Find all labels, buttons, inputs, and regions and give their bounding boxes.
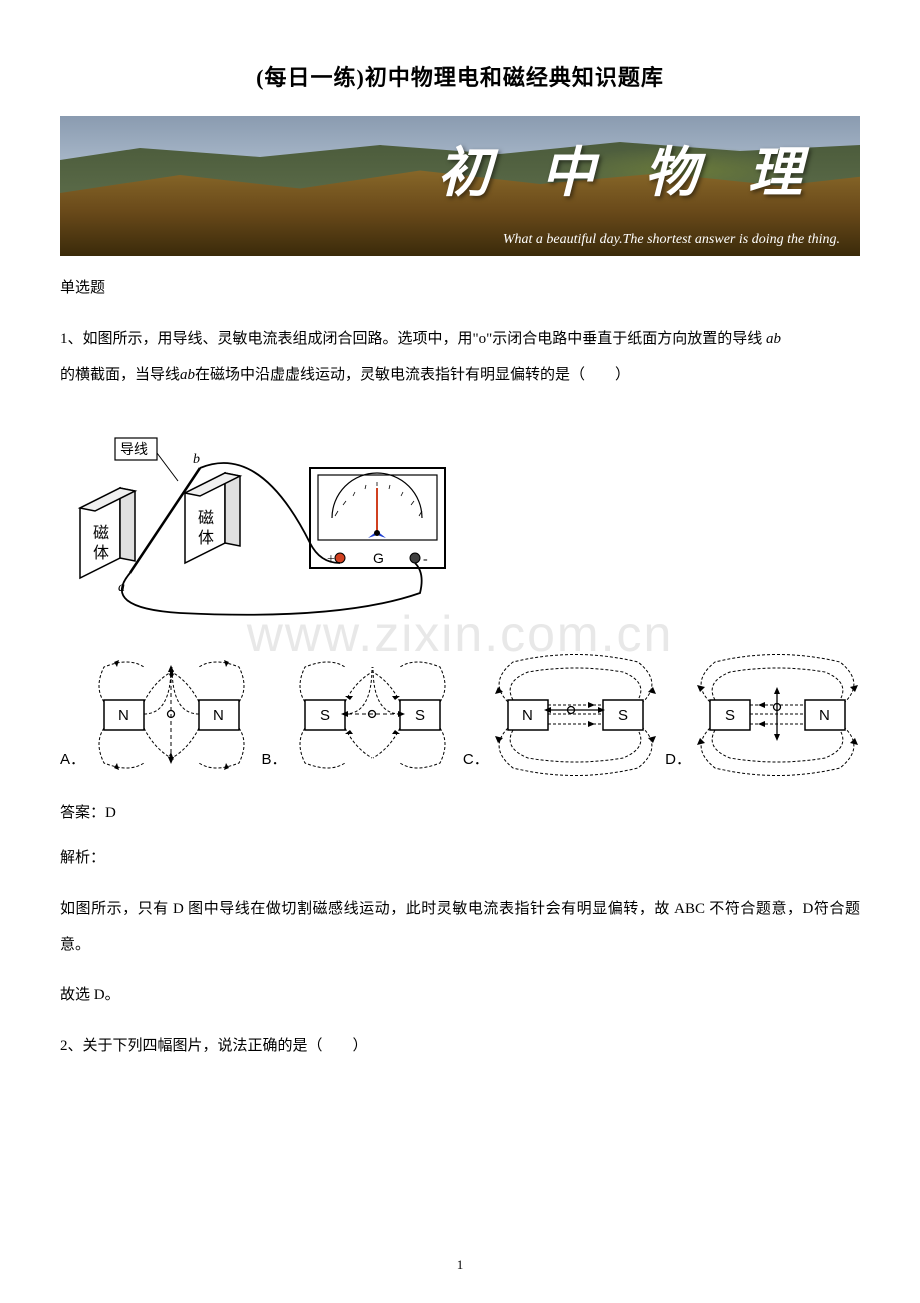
analysis-text: 如图所示，只有 D 图中导线在做切割磁感线运动，此时灵敏电流表指针会有明显偏转，…: [60, 891, 860, 963]
banner-text-english: What a beautiful day.The shortest answer…: [503, 232, 840, 248]
svg-text:体: 体: [93, 544, 109, 562]
magnet-label-left: 磁: [93, 524, 109, 542]
conclusion-text: 故选 D。: [60, 983, 860, 1004]
q1-italic-ab-2: ab: [180, 367, 195, 383]
option-c-diagram: N S: [493, 652, 658, 777]
option-c-label: C．: [463, 748, 489, 769]
svg-text:体: 体: [198, 529, 214, 547]
opt-a-left-pole: N: [118, 707, 129, 724]
banner-image: 初 中 物 理 What a beautiful day.The shortes…: [60, 116, 860, 256]
section-label: 单选题: [60, 276, 860, 297]
page-title: (每日一练)初中物理电和磁经典知识题库: [60, 60, 860, 92]
banner-text-chinese: 初 中 物 理: [438, 128, 821, 207]
options-row: A． N N: [60, 652, 860, 777]
meter-g-label: G: [373, 550, 384, 566]
opt-a-right-pole: N: [213, 707, 224, 724]
option-b: B． S S: [261, 652, 455, 777]
option-b-label: B．: [261, 748, 286, 769]
question-1-text: 1、如图所示，用导线、灵敏电流表组成闭合回路。选项中，用"o"示闭合电路中垂直于…: [60, 321, 860, 393]
opt-b-right-pole: S: [415, 707, 425, 724]
question-2-text: 2、关于下列四幅图片，说法正确的是（ ）: [60, 1028, 860, 1064]
opt-d-right-pole: N: [819, 707, 830, 724]
opt-d-left-pole: S: [725, 707, 735, 724]
main-circuit-figure: 磁 体 磁 体 b a 导线 + - G: [60, 413, 480, 623]
opt-c-left-pole: N: [522, 707, 533, 724]
option-a: A． N N: [60, 652, 254, 777]
option-d-label: D．: [665, 748, 691, 769]
option-c: C． N S: [463, 652, 658, 777]
q1-prefix: 1、如图所示，用导线、灵敏电流表组成闭合回路。选项中，用"o"示闭合电路中垂直于…: [60, 331, 766, 347]
magnet-label-right: 磁: [198, 509, 214, 527]
analysis-label: 解析：: [60, 846, 860, 867]
opt-b-left-pole: S: [320, 707, 330, 724]
option-d: D． S N: [665, 652, 860, 777]
q1-suffix: 在磁场中沿虚虚线运动，灵敏电流表指针有明显偏转的是（ ）: [195, 367, 630, 383]
option-a-diagram: N N: [89, 652, 254, 777]
option-a-label: A．: [60, 748, 85, 769]
wire-b-label: b: [193, 452, 200, 467]
meter-minus: -: [423, 552, 428, 567]
meter-plus: +: [327, 552, 335, 567]
page-number: 1: [457, 1257, 464, 1273]
wire-label: 导线: [120, 442, 148, 458]
answer-text: 答案：D: [60, 801, 860, 822]
opt-c-right-pole: S: [618, 707, 628, 724]
q1-italic-ab: ab: [766, 331, 781, 347]
option-d-diagram: S N: [695, 652, 860, 777]
option-b-diagram: S S: [290, 652, 455, 777]
q1-middle: 的横截面，当导线: [60, 367, 180, 383]
